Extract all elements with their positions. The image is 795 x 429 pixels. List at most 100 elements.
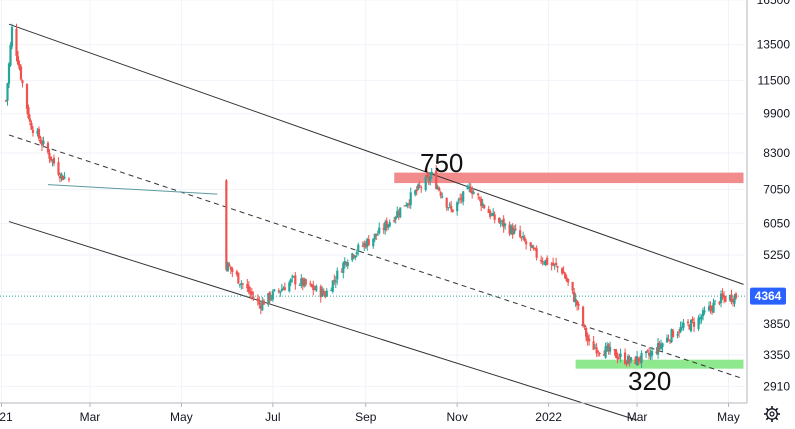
candle-body-250	[682, 322, 685, 328]
candle-85	[336, 267, 339, 285]
candle-165	[504, 222, 507, 230]
candle-body-196	[571, 281, 574, 291]
candle-body-274	[733, 295, 736, 304]
candle-body-10	[25, 83, 29, 109]
candle-body-130	[430, 171, 433, 176]
candle-45	[252, 291, 255, 302]
candle-87	[342, 261, 345, 279]
candle-119	[408, 199, 411, 209]
candle-138	[448, 202, 451, 209]
candle-9	[21, 79, 24, 88]
candle-174	[523, 234, 526, 243]
candle-body-148	[469, 187, 472, 193]
candle-32	[226, 261, 229, 272]
candle-body-225	[629, 357, 633, 361]
candle-110	[388, 219, 391, 228]
candle-body-95	[357, 244, 360, 252]
candle-113	[396, 206, 399, 219]
candle-body-26	[58, 176, 62, 179]
candle-body-89	[345, 262, 348, 266]
candle-body-28	[61, 175, 65, 181]
candle-42	[247, 281, 250, 295]
candle-269	[722, 291, 726, 304]
candle-164	[502, 215, 505, 233]
candle-73	[312, 280, 315, 296]
candle-body-53	[270, 298, 273, 300]
candle-238	[658, 340, 661, 352]
candle-159	[492, 208, 495, 217]
candle-body-260	[703, 310, 706, 313]
candle-body-129	[429, 176, 432, 182]
candle-body-54	[271, 291, 274, 300]
candle-228	[637, 357, 640, 366]
candle-178	[532, 244, 535, 251]
candle-body-270	[724, 297, 727, 302]
candle-body-271	[728, 295, 732, 301]
candle-79	[324, 290, 327, 299]
candle-body-144	[460, 197, 463, 200]
candle-170	[514, 224, 517, 232]
candle-24	[52, 154, 56, 167]
candle-47	[258, 296, 261, 309]
candle-99	[366, 237, 369, 251]
candle-body-236	[655, 351, 658, 354]
candle-body-243	[668, 340, 672, 342]
candle-182	[541, 257, 544, 266]
candle-body-181	[540, 259, 543, 262]
candle-body-135	[441, 196, 444, 198]
candle-131	[435, 165, 438, 190]
candle-43	[249, 286, 252, 299]
candle-body-223	[626, 356, 630, 364]
candle-body-22	[49, 156, 53, 161]
candle-235	[650, 346, 654, 360]
candle-13	[30, 120, 33, 131]
candle-body-107	[384, 221, 387, 231]
candle-body-189	[555, 262, 558, 266]
candle-6	[16, 50, 20, 66]
candle-207	[594, 344, 597, 349]
candle-114	[397, 209, 400, 220]
candle-224	[628, 355, 631, 367]
settings-gear-icon[interactable]	[764, 406, 780, 422]
candle-body-167	[510, 225, 513, 234]
candle-84	[334, 276, 337, 288]
x-axis[interactable]: 21 Mar May Jul Sep Nov 2022 Mar May	[0, 402, 747, 424]
candle-90	[346, 259, 349, 270]
candle-262	[709, 301, 712, 314]
candle-137	[447, 206, 450, 211]
candle-149	[471, 186, 474, 199]
y-axis[interactable]: 16500 13500 11500 9900 8300 7050 6050 5250 3850 3…	[746, 0, 790, 403]
candle-body-35	[231, 268, 234, 272]
candle-body-123	[417, 184, 420, 190]
candle-136	[445, 197, 448, 211]
candle-258	[700, 314, 703, 324]
candle-body-146	[466, 186, 469, 190]
candle-134	[439, 190, 442, 199]
candle-91	[351, 252, 354, 263]
candle-body-16	[37, 128, 41, 139]
candle-157	[489, 209, 492, 220]
candle-96	[361, 241, 364, 248]
candle-240	[661, 342, 664, 352]
candle-body-143	[459, 198, 462, 200]
candle-body-240	[661, 343, 664, 347]
candle-81	[330, 287, 333, 291]
candle-95	[357, 242, 360, 256]
candle-0	[4, 99, 8, 103]
candle-193	[564, 272, 567, 279]
candle-body-197	[573, 291, 576, 302]
candle-body-131	[435, 170, 438, 189]
candle-206	[592, 335, 595, 350]
candle-15	[36, 128, 39, 137]
candle-body-114	[397, 213, 400, 215]
candle-140	[451, 209, 454, 213]
candle-body-59	[282, 288, 285, 291]
x-tick-label-8: May	[717, 410, 740, 424]
candle-body-153	[480, 198, 483, 207]
y-tick-label-11: 2910	[763, 379, 790, 393]
candle-260	[703, 306, 706, 315]
candle-175	[525, 238, 528, 250]
x-tick-label-0: 21	[0, 410, 13, 424]
candle-192	[562, 266, 565, 274]
